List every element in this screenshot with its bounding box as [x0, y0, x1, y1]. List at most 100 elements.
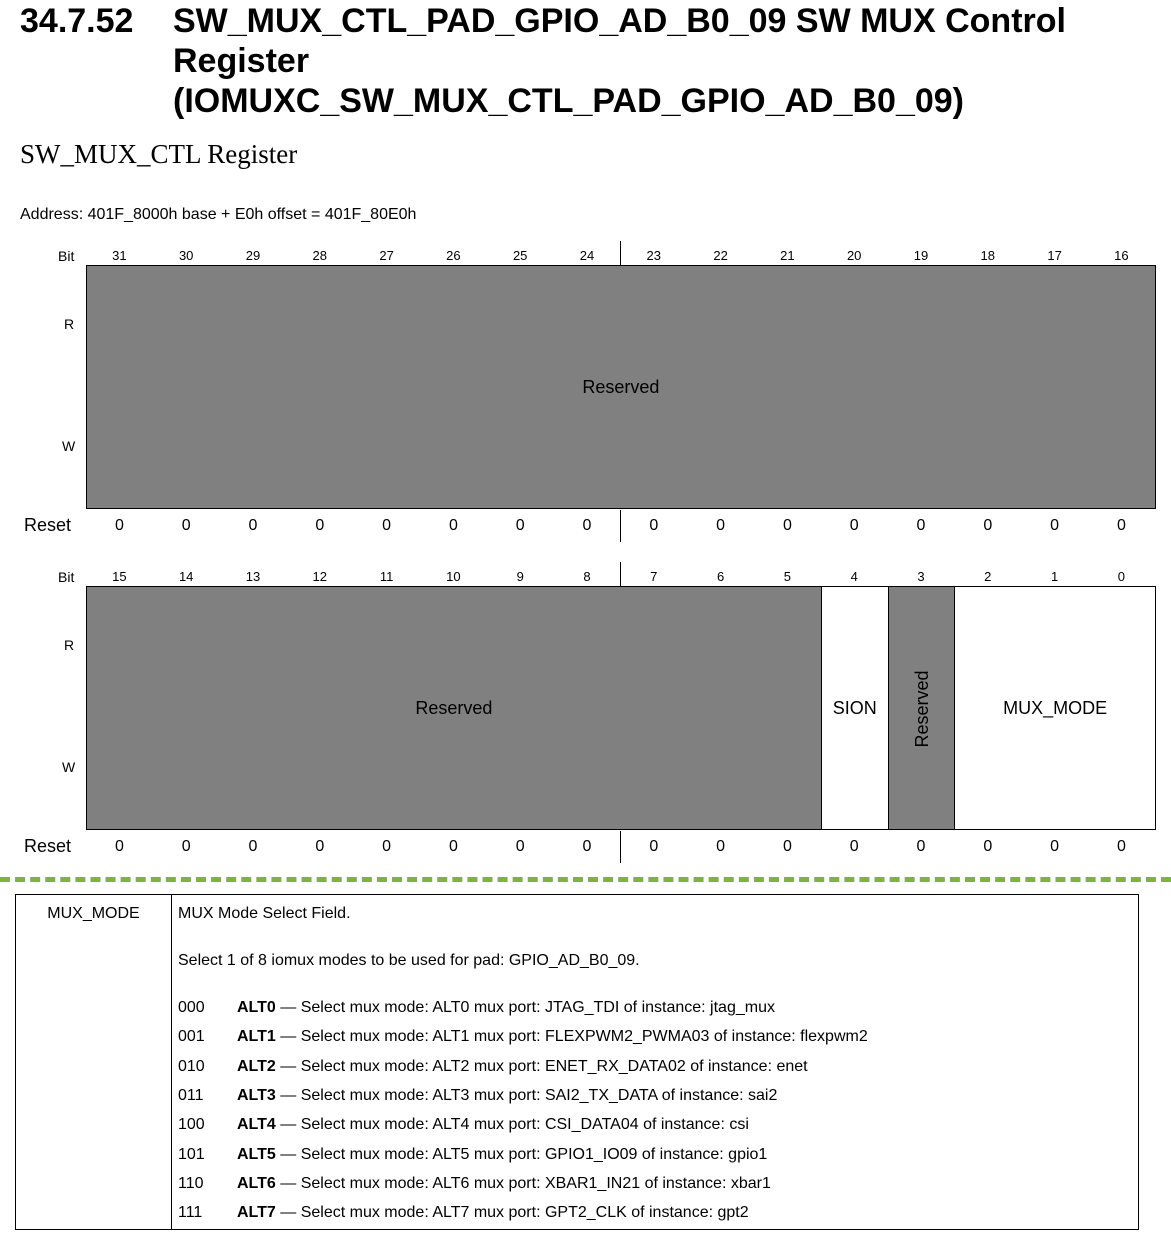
reset-value: 0 [916, 838, 926, 855]
field-label-vertical: Reserved [912, 670, 932, 748]
mux-option-code: 100 [178, 1116, 205, 1134]
byte-separator [620, 562, 622, 586]
mux-option-code: 000 [178, 999, 205, 1016]
field-label: Reserved [582, 377, 660, 397]
bit-number: 17 [1047, 248, 1062, 263]
bit-row-label: Bit [58, 248, 75, 264]
mux-option-row: 001 ALT1 — Select mux mode: ALT1 mux port… [178, 1027, 868, 1047]
mux-option-text: — Select mux mode: ALT5 mux port: GPIO1_… [275, 1145, 768, 1163]
mux-option-row: 011 ALT3 — Select mux mode: ALT3 mux port… [178, 1086, 777, 1106]
mux-option-alt: ALT7 [237, 1204, 276, 1222]
reset-value: 0 [983, 838, 993, 855]
reset-value: 0 [716, 517, 726, 534]
byte-separator [620, 241, 622, 265]
bit-number: 18 [980, 248, 996, 263]
reset-value: 0 [448, 838, 458, 855]
heading-line-2: Register [173, 42, 310, 80]
byte-separator [620, 831, 622, 863]
mux-option-text: — Select mux mode: ALT1 mux port: FLEXPW… [275, 1028, 868, 1046]
mux-option-alt: ALT2 [237, 1057, 276, 1075]
bit-number: 12 [312, 569, 328, 584]
bit-number: 7 [650, 569, 658, 584]
reset-value: 0 [248, 517, 258, 534]
mux-option-row: 111 ALT7 — Select mux mode: ALT7 mux port… [178, 1203, 749, 1223]
mux-option-code: 001 [178, 1028, 205, 1046]
bit-number: 29 [245, 248, 261, 263]
bit-number: 30 [178, 248, 194, 263]
bit-number: 6 [716, 569, 725, 584]
reset-value: 0 [1050, 838, 1060, 855]
register-field: MUX_MODE [954, 586, 1156, 830]
bit-number: 2 [984, 569, 992, 584]
write-row-label: W [62, 438, 76, 454]
mux-option-text: — Select mux mode: ALT0 mux port: JTAG_T… [275, 999, 775, 1016]
heading-line-3: (IOMUXC_SW_MUX_CTL_PAD_GPIO_AD_B0_09) [173, 82, 964, 120]
field-detail: Select 1 of 8 iomux modes to be used for… [178, 952, 640, 969]
reset-value: 0 [582, 517, 592, 534]
bit-number: 15 [112, 569, 127, 584]
mux-option-alt: ALT3 [237, 1086, 276, 1104]
reset-value: 0 [849, 517, 859, 534]
read-row-label: R [64, 316, 75, 332]
reset-value: 0 [382, 838, 392, 855]
mux-option-code: 111 [178, 1204, 203, 1222]
mux-option-text: — Select mux mode: ALT3 mux port: SAI2_T… [275, 1086, 778, 1104]
mux-option-row: 110 ALT6 — Select mux mode: ALT6 mux port… [178, 1174, 771, 1194]
reset-value: 0 [782, 517, 792, 534]
bit-number: 28 [312, 248, 328, 263]
mux-option-text: — Select mux mode: ALT6 mux port: XBAR1_… [275, 1174, 771, 1192]
bit-number: 14 [178, 569, 194, 584]
reset-value: 0 [983, 517, 993, 534]
mux-option-code: 011 [178, 1086, 204, 1104]
reset-value: 0 [315, 838, 325, 855]
bit-number: 19 [913, 248, 929, 263]
read-row-label: R [64, 637, 75, 653]
heading-line-1: SW_MUX_CTL_PAD_GPIO_AD_B0_09 SW MUX Cont… [173, 2, 1066, 40]
bit-number: 13 [245, 569, 261, 584]
register-field: Reserved [887, 586, 956, 830]
bit-number: 9 [516, 569, 524, 584]
section-number: 34.7.52 [20, 2, 134, 40]
bit-number: 24 [579, 248, 595, 263]
reset-value: 0 [448, 517, 458, 534]
reset-row-label: Reset [24, 515, 72, 535]
bit-number: 16 [1114, 248, 1129, 263]
bit-number: 23 [646, 248, 662, 263]
mux-option-row: 010 ALT2 — Select mux mode: ALT2 mux port… [178, 1057, 808, 1077]
mux-option-row: 000 ALT0 — Select mux mode: ALT0 mux port… [178, 998, 775, 1018]
mux-option-row: 100 ALT4 — Select mux mode: ALT4 mux port… [178, 1115, 749, 1135]
reset-value: 0 [382, 517, 392, 534]
register-field: SION [820, 586, 889, 830]
bit-number: 3 [917, 569, 925, 584]
reset-value: 0 [181, 838, 191, 855]
mux-option-alt: ALT1 [237, 1028, 276, 1046]
field-description-table: MUX_MODE MUX Mode Select Field. Select 1… [15, 894, 1139, 1230]
register-field: Reserved [86, 265, 1156, 509]
mux-option-alt: ALT0 [237, 999, 276, 1016]
field-name-cell: MUX_MODE [47, 905, 140, 922]
reset-value: 0 [916, 517, 926, 534]
reset-value: 0 [649, 517, 659, 534]
field-label: SION [832, 698, 877, 718]
mux-option-code: 110 [178, 1174, 204, 1192]
reset-value: 0 [515, 838, 525, 855]
reset-value: 0 [1116, 517, 1126, 534]
reset-value: 0 [315, 517, 325, 534]
section-divider [0, 877, 1171, 882]
mux-option-alt: ALT5 [237, 1145, 276, 1163]
bit-number: 31 [112, 248, 127, 263]
write-row-label: W [62, 759, 76, 775]
field-label: MUX_MODE [1003, 698, 1108, 718]
reset-value: 0 [114, 517, 124, 534]
bit-number: 1 [1050, 569, 1059, 584]
reset-value: 0 [181, 517, 191, 534]
bit-number: 27 [379, 248, 394, 263]
bit-number: 11 [379, 569, 394, 584]
bit-number: 25 [512, 248, 528, 263]
mux-option-text: — Select mux mode: ALT4 mux port: CSI_DA… [275, 1116, 749, 1134]
bit-number: 10 [446, 569, 461, 584]
field-title: MUX Mode Select Field. [178, 905, 351, 922]
reset-value: 0 [849, 838, 859, 855]
register-address: Address: 401F_8000h base + E0h offset = … [20, 206, 417, 223]
field-label: Reserved [415, 698, 493, 718]
